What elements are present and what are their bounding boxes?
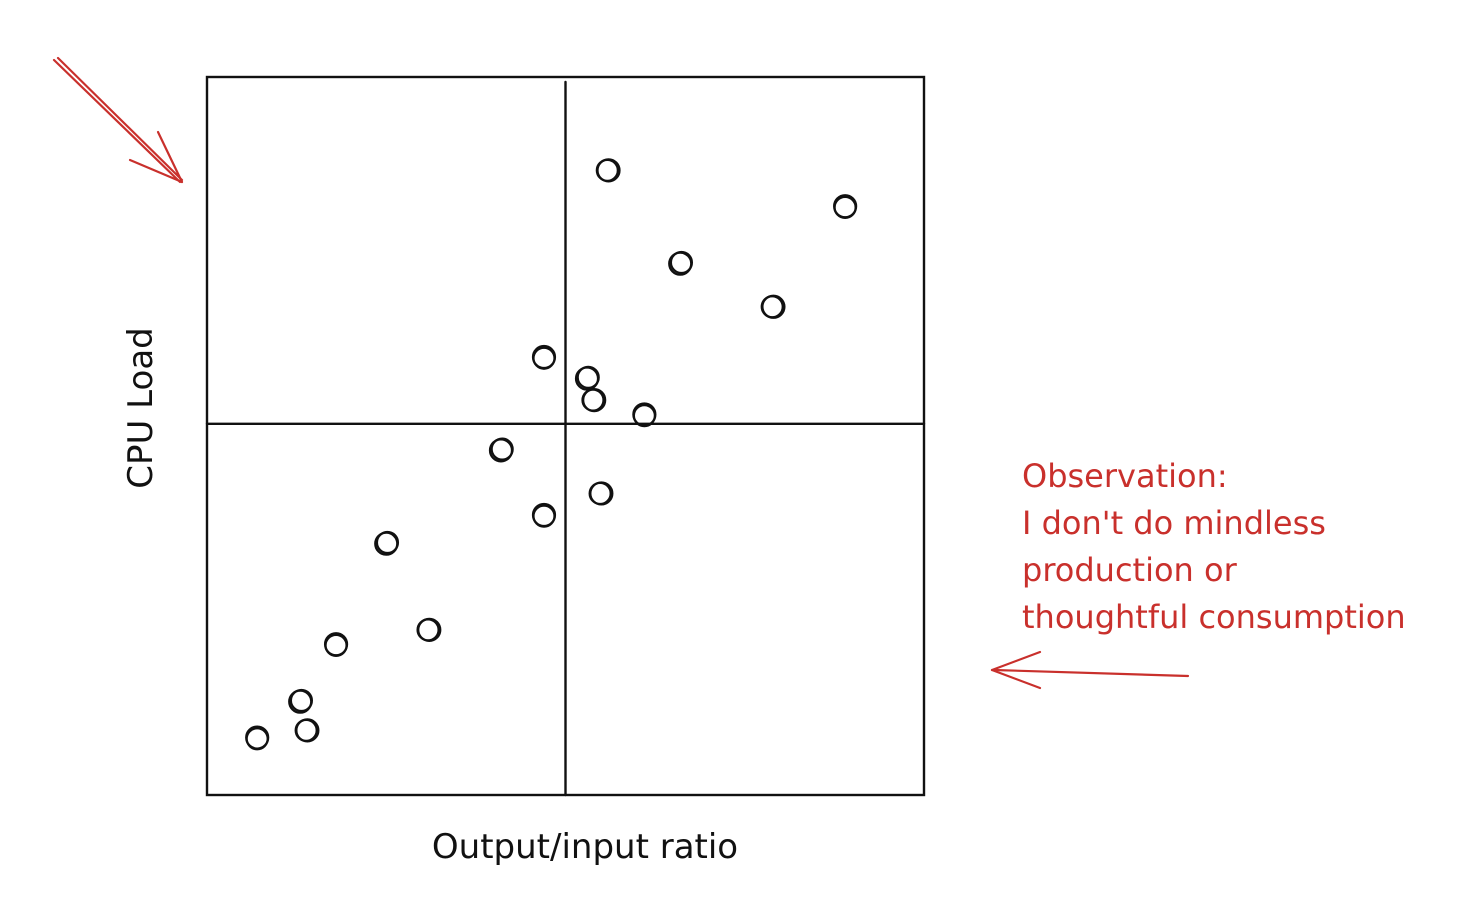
data-point [288, 688, 314, 714]
top-left-arrow-head-a [128, 158, 184, 184]
annotation-line-3: production or [1022, 551, 1238, 589]
annotation-line-2: I don't do mindless [1022, 504, 1326, 542]
data-point-circle-sketch [324, 633, 348, 658]
data-point [245, 725, 270, 751]
x-axis-label: Output/input ratio [432, 827, 738, 867]
data-point-circle-sketch [416, 618, 440, 642]
data-point [581, 388, 607, 413]
left-arrow-head-a [990, 650, 1042, 672]
data-point-circle-sketch [245, 727, 269, 751]
data-point [488, 437, 514, 463]
y-axis-label: CPU Load [121, 327, 161, 489]
data-point [374, 530, 400, 556]
left-arrow-shaft [992, 668, 1190, 678]
left-arrow-head-b [990, 668, 1042, 690]
data-point [531, 502, 557, 528]
data-point-circle-sketch [595, 158, 619, 182]
data-point-circle-sketch [760, 295, 784, 319]
data-point [574, 365, 600, 391]
data-point-circle-sketch [833, 195, 857, 220]
data-point-circle-sketch [375, 530, 400, 555]
data-point [294, 718, 320, 743]
data-point [632, 402, 657, 428]
data-point-circle-sketch [632, 404, 656, 428]
data-point-circle-sketch [576, 365, 600, 389]
annotation-line-4: thoughtful consumption [1022, 598, 1406, 636]
data-point [595, 158, 621, 183]
top-left-arrow-shaft-2 [56, 56, 184, 182]
left-pointing-arrow [990, 650, 1190, 690]
observation-annotation: Observation: I don't do mindless product… [1022, 457, 1406, 636]
top-left-arrow-shaft [52, 58, 182, 184]
data-point [833, 194, 858, 220]
data-point [668, 250, 694, 276]
annotation-line-1: Observation: [1022, 457, 1228, 495]
data-point-circle-sketch [289, 688, 314, 713]
data-point [416, 617, 442, 642]
data-point-circle-sketch [294, 718, 318, 742]
top-left-arrow-head-b [156, 130, 184, 184]
data-point [323, 632, 349, 658]
data-point [760, 294, 786, 319]
data-point-circle-sketch [532, 346, 556, 370]
scatter-points [245, 158, 858, 751]
data-point [531, 344, 557, 370]
data-point-circle-sketch [532, 504, 556, 528]
data-point-circle-sketch [669, 250, 694, 275]
data-point-circle-sketch [588, 481, 612, 506]
data-point-circle-sketch [581, 388, 605, 412]
data-point [588, 481, 614, 506]
top-left-arrow [52, 56, 184, 184]
data-point-circle-sketch [490, 437, 514, 461]
